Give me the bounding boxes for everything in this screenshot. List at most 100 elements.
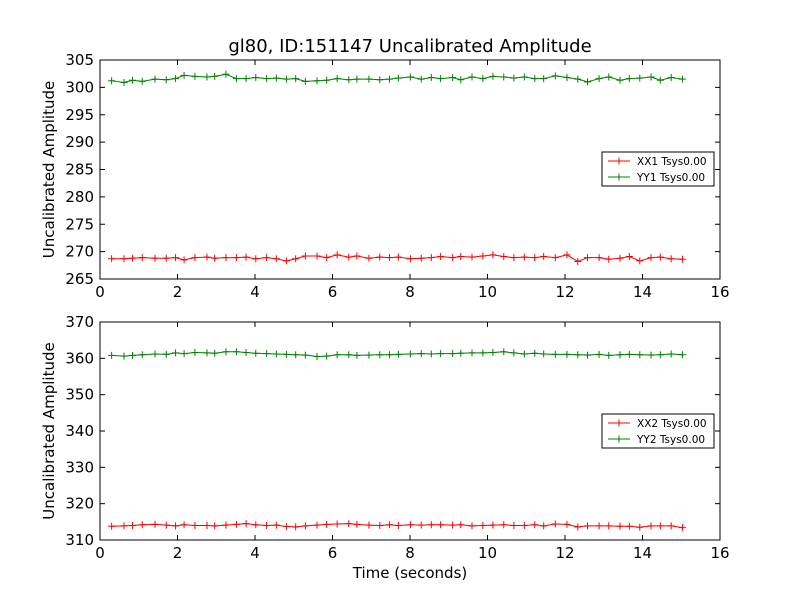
data-point [180,256,188,264]
data-point [394,74,402,82]
data-point [353,351,361,359]
data-point [151,254,159,262]
data-point [162,521,170,529]
y-tick-label: 360 [65,349,94,367]
data-point [437,350,445,358]
data-point [437,253,445,261]
y-tick-label: 370 [65,313,94,331]
data-point [574,351,582,359]
data-point [108,77,116,85]
data-point [479,75,487,83]
data-point [574,75,582,83]
data-point [301,351,309,359]
x-tick-label: 14 [633,544,652,562]
data-point [510,521,518,529]
y-tick-label: 310 [65,531,94,549]
data-point [500,348,508,356]
data-point [647,73,655,81]
legend-swatch-marker [615,157,623,165]
data-point [242,253,250,261]
data-point [667,74,675,82]
data-point [605,255,613,263]
data-point [574,523,582,531]
x-tick-label: 4 [250,283,260,301]
data-point [636,257,644,265]
data-point [365,254,373,262]
data-point [292,255,300,263]
data-point [203,521,211,529]
data-point [162,254,170,262]
data-point [417,521,425,529]
data-point [151,350,159,358]
data-point [551,254,559,262]
legend-entry-label: XX1 Tsys0.00 [637,156,707,168]
legend: XX1 Tsys0.00 YY1 Tsys0.00 [601,151,715,187]
data-point [427,254,435,262]
legend-swatch-marker [615,173,623,181]
y-tick-label: 290 [65,133,94,151]
x-tick-label: 6 [328,283,338,301]
data-point [353,520,361,528]
data-point [353,75,361,83]
x-tick-label: 10 [478,283,497,301]
data-point [138,351,146,359]
data-point [625,75,633,83]
data-point [242,75,250,83]
data-point [406,73,414,81]
data-point [385,521,393,529]
data-point [531,75,539,83]
data-point [605,351,613,359]
data-point [365,75,373,83]
data-point [479,252,487,260]
data-point [138,521,146,529]
data-point [313,252,321,260]
data-point [678,524,686,532]
data-point [563,74,571,82]
legend-swatch-marker [615,419,623,427]
data-point [232,254,240,262]
data-point [479,349,487,357]
data-point [595,254,603,262]
data-point [667,522,675,530]
data-point [479,521,487,529]
y-tick-label: 275 [65,215,94,233]
series-yy2 [108,348,686,361]
data-point [292,351,300,359]
data-point [647,522,655,530]
data-point [385,351,393,359]
data-point [211,254,219,262]
data-point [232,75,240,83]
data-point [417,75,425,83]
data-point [468,253,476,261]
data-point [365,521,373,529]
data-point [616,254,624,262]
x-tick-label: 2 [173,283,183,301]
x-tick-label: 0 [95,544,105,562]
data-point [333,75,341,83]
data-point [172,75,180,83]
data-point [489,521,497,529]
data-point [376,253,384,261]
data-point [406,350,414,358]
data-point [301,252,309,260]
data-point [172,522,180,530]
y-tick-label: 295 [65,106,94,124]
x-tick-label: 12 [555,283,574,301]
data-point [551,72,559,80]
data-point [222,521,230,529]
data-point [313,353,321,361]
data-point [313,521,321,529]
data-point [394,253,402,261]
data-point [656,351,664,359]
data-point [595,350,603,358]
data-point [531,254,539,262]
data-point [457,521,465,529]
data-point [242,349,250,357]
data-point [625,253,633,261]
x-tick-label: 8 [405,283,415,301]
data-point [108,351,116,359]
data-point [232,520,240,528]
data-point [263,350,271,358]
data-point [272,74,280,82]
